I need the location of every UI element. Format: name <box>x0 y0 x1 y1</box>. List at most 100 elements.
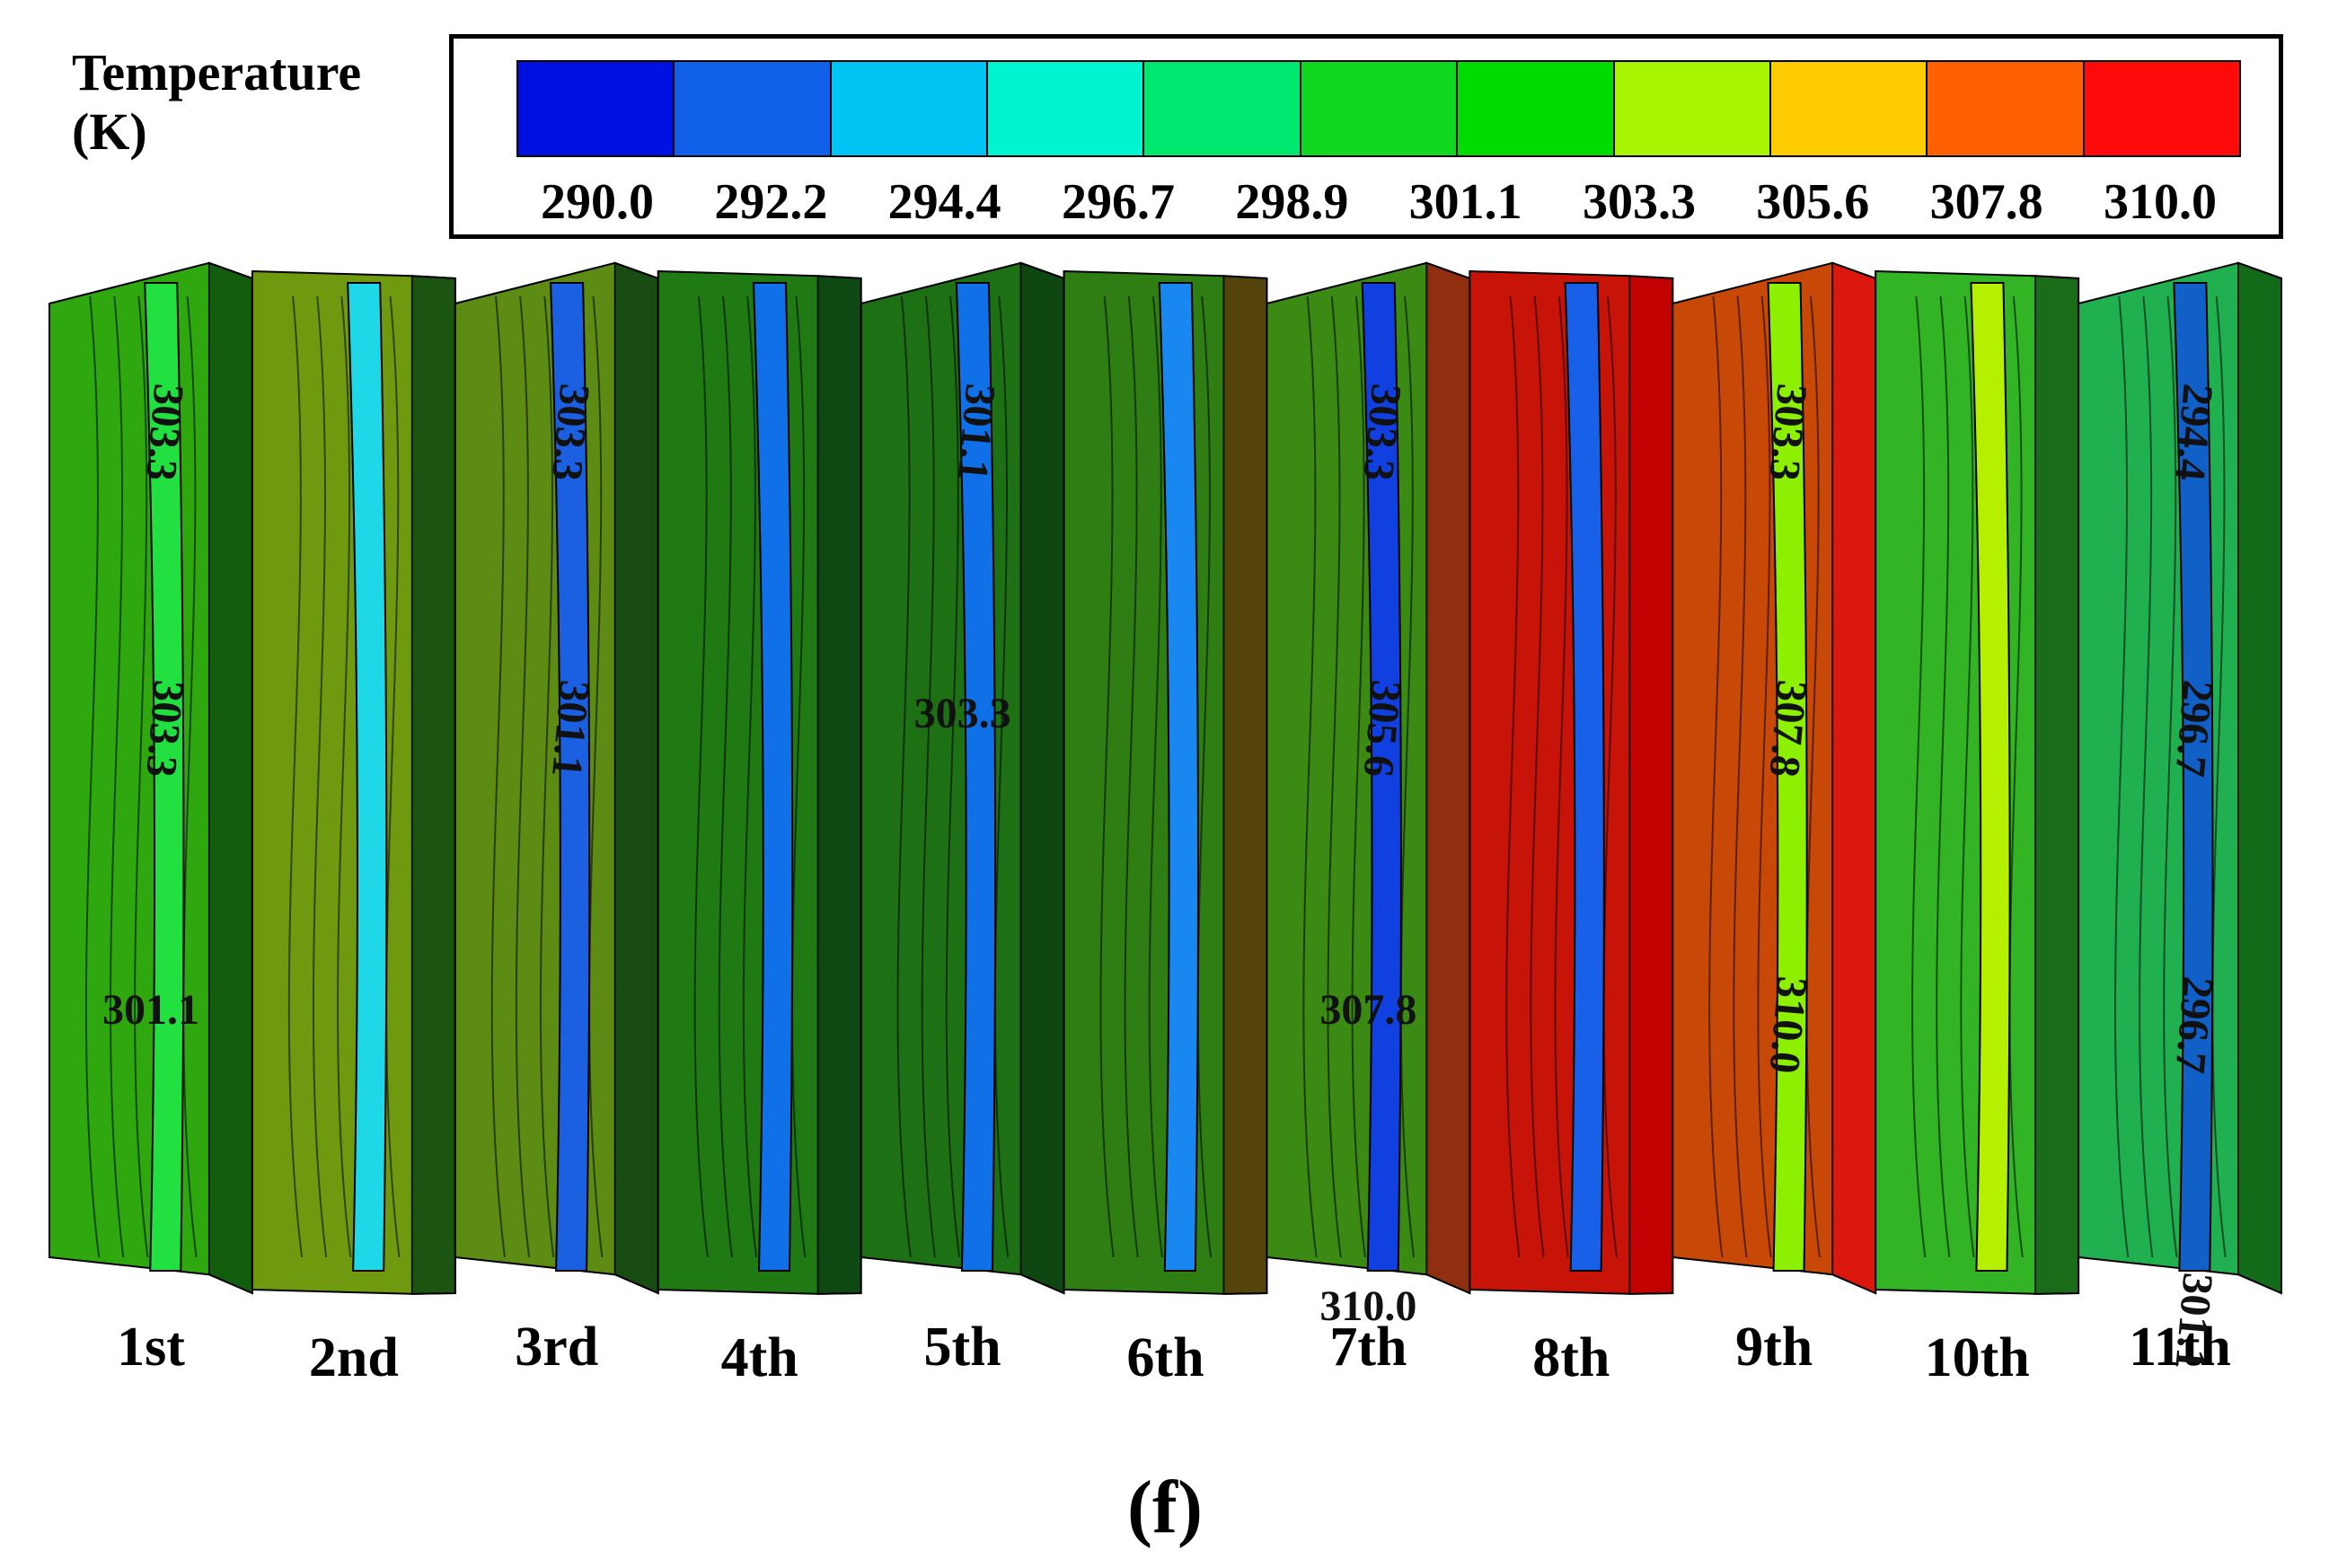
legend-tick-label: 305.6 <box>1756 174 1870 230</box>
contour-line <box>588 295 604 1258</box>
contour-line <box>110 295 125 1258</box>
legend-tick-label: 301.1 <box>1408 174 1522 230</box>
fin-fold-shadow <box>1019 261 1065 1295</box>
contour-line <box>1505 295 1521 1258</box>
contour-line <box>1960 295 1975 1258</box>
contour-line <box>791 295 807 1258</box>
fin-label: 2nd <box>309 1327 399 1388</box>
contour-line <box>1733 295 1748 1258</box>
color-scale <box>516 60 2241 157</box>
fin-label: 6th <box>1126 1327 1204 1388</box>
contour-value-label: 296.7 <box>2166 678 2221 779</box>
fin-label: 9th <box>1735 1317 1813 1378</box>
contour-line <box>693 295 709 1258</box>
fin-1st: 1st <box>49 261 253 1378</box>
legend-swatch-4 <box>988 62 1145 155</box>
fin-fold-shadow <box>1831 261 1877 1295</box>
contour-value-label: 305.6 <box>1354 678 1410 779</box>
fin-fold-shadow <box>1425 261 1471 1295</box>
contour-line <box>2211 295 2227 1258</box>
legend-title-line2: (K) <box>72 102 147 161</box>
fin-fold-shadow <box>816 275 862 1295</box>
fin-5th: 5th <box>860 261 1065 1378</box>
contour-value-label: 301.1 <box>2166 1271 2221 1371</box>
contour-line <box>1757 295 1772 1258</box>
contour-line <box>896 295 912 1258</box>
contour-line <box>945 295 961 1258</box>
fin-label: 5th <box>924 1317 1001 1378</box>
legend-swatch-11 <box>2084 62 2239 155</box>
contour-line <box>2114 295 2130 1258</box>
legend-swatch-3 <box>831 62 989 155</box>
contour-value-label: 303.3 <box>1760 382 1816 482</box>
legend-swatch-6 <box>1301 62 1459 155</box>
contour-value-label: 301.1 <box>543 678 598 779</box>
contour-value-label: 303.3 <box>1354 382 1410 482</box>
contour-line <box>1554 295 1569 1258</box>
fin-10th: 10th <box>1875 269 2080 1388</box>
color-scale-ticks: 290.0 292.2 294.4 296.7 298.9 301.1 303.3 305.6… <box>516 173 2241 231</box>
legend-title-line1: Temperature <box>72 43 362 101</box>
contour-line <box>1805 295 1821 1258</box>
contour-value-label: 310.0 <box>1760 974 1816 1075</box>
contour-line <box>1936 295 1951 1258</box>
contour-line <box>1148 295 1163 1258</box>
contour-line <box>337 295 352 1258</box>
contour-line <box>718 295 734 1258</box>
contour-line <box>312 295 328 1258</box>
fin-core-band <box>1767 282 1808 1272</box>
contour-value-label: 296.7 <box>2166 974 2221 1075</box>
contour-value-label: 294.4 <box>2166 382 2221 482</box>
legend-swatch-2 <box>675 62 832 155</box>
fin-11th: 11th <box>2078 261 2282 1378</box>
legend-tick-label: 294.4 <box>887 174 1001 230</box>
contour-line <box>1196 295 1213 1258</box>
fin-core-band <box>550 282 591 1272</box>
contour-line <box>1099 295 1115 1258</box>
contour-value-label: 307.8 <box>1319 986 1416 1034</box>
color-legend: 290.0 292.2 294.4 296.7 298.9 301.1 303.3 305.6… <box>449 34 2283 239</box>
fin-fold-shadow <box>2034 275 2080 1295</box>
contour-line <box>921 295 936 1258</box>
legend-tick-label: 292.2 <box>714 174 828 230</box>
fin-fold-shadow <box>410 275 456 1295</box>
legend-swatch-8 <box>1614 62 1771 155</box>
legend-swatch-10 <box>1928 62 2085 155</box>
contour-line <box>84 295 101 1258</box>
legend-swatch-1 <box>518 62 675 155</box>
contour-value-label: 310.0 <box>1319 1282 1416 1330</box>
fin-label: 11th <box>2129 1317 2231 1378</box>
fin-label: 1st <box>117 1317 185 1378</box>
contour-line <box>2163 295 2178 1258</box>
fin-6th: 6th <box>1063 269 1268 1388</box>
contour-line <box>287 295 304 1258</box>
fin-label: 4th <box>721 1327 798 1388</box>
fin-fold-shadow <box>2237 261 2282 1295</box>
contour-value-label: 307.8 <box>1760 678 1816 779</box>
contour-line <box>490 295 506 1258</box>
legend-tick-label: 307.8 <box>1929 174 2043 230</box>
contour-line <box>1530 295 1545 1258</box>
contour-line <box>539 295 555 1258</box>
contour-value-label: 303.3 <box>543 382 598 482</box>
legend-swatch-9 <box>1770 62 1928 155</box>
fin-label: 7th <box>1329 1317 1407 1378</box>
contour-line <box>1708 295 1724 1258</box>
contour-value-label: 301.1 <box>102 986 199 1034</box>
fin-core-band <box>144 282 185 1272</box>
panel-label: (f) <box>1127 1466 1203 1549</box>
legend-title: Temperature (K) <box>72 43 361 162</box>
fin-7th: 7th <box>1266 261 1471 1378</box>
contour-line <box>1399 295 1416 1258</box>
fin-8th: 8th <box>1469 269 1674 1388</box>
contour-line <box>134 295 149 1258</box>
legend-tick-label: 303.3 <box>1582 174 1696 230</box>
contour-line <box>1302 295 1318 1258</box>
legend-tick-label: 298.9 <box>1235 174 1349 230</box>
legend-tick-label: 290.0 <box>541 174 654 230</box>
contour-line <box>2008 295 2024 1258</box>
fin-2nd: 2nd <box>251 269 456 1388</box>
contour-line <box>1327 295 1342 1258</box>
fin-fold-shadow <box>1628 275 1674 1295</box>
